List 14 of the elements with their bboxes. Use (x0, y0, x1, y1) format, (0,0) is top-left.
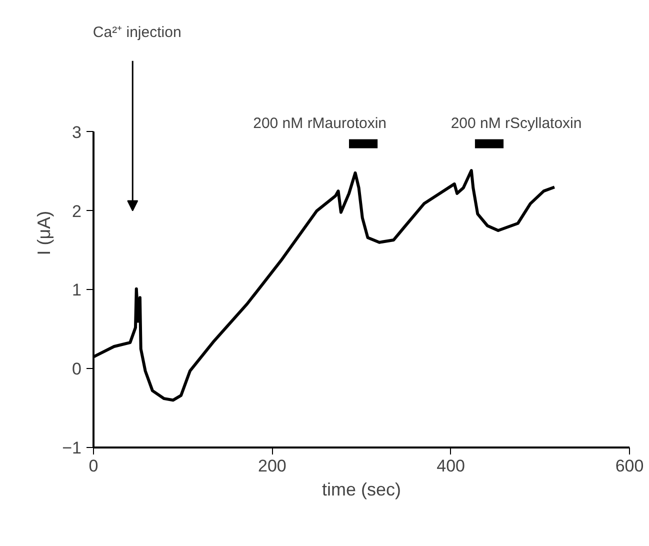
series-label: 200 nM rScyllatoxin (450, 114, 582, 132)
text: Ca²⁺ injection (92, 24, 182, 42)
x-tick-label: 200 (258, 456, 286, 476)
x-tick-label: 0 (88, 456, 98, 476)
y-tick-label: 0 (72, 360, 82, 379)
x-axis-title: time (sec) (322, 480, 402, 500)
y-tick-label: 1 (72, 280, 82, 300)
x-tick-label: 600 (615, 456, 644, 476)
series-label: 200 nM rMaurotoxin (253, 114, 387, 132)
y-tick-label: 3 (72, 122, 82, 142)
y-axis-title: I (μA) (34, 210, 54, 256)
y-tick-label: −1 (62, 438, 82, 458)
y-tick-label: 2 (72, 202, 82, 221)
x-tick-label: 400 (436, 456, 466, 476)
